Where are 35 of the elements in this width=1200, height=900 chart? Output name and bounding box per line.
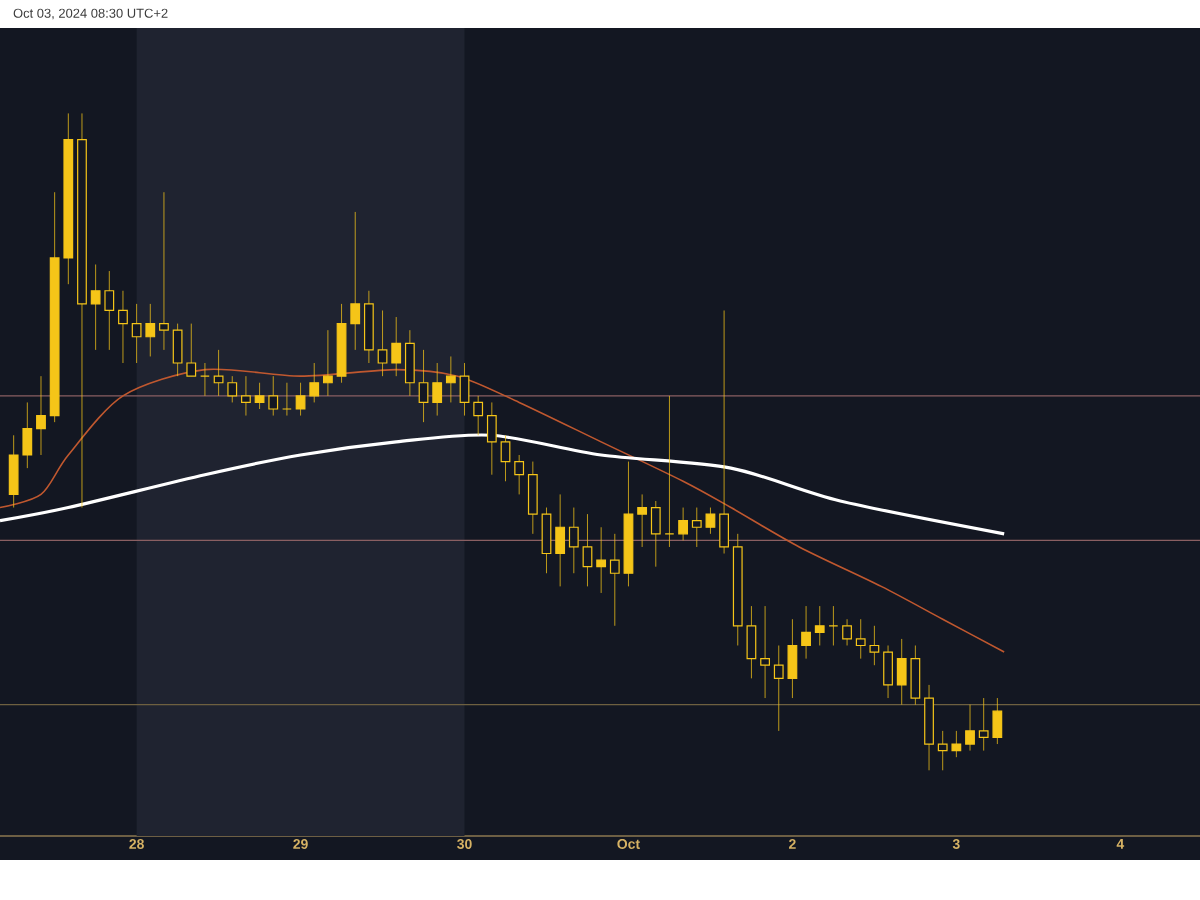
candlestick	[118, 290, 128, 364]
candlestick	[432, 362, 443, 417]
candlestick	[418, 349, 429, 423]
candlestick	[719, 309, 729, 555]
candlestick	[678, 507, 689, 541]
candlestick	[568, 507, 579, 574]
candlestick	[842, 618, 852, 646]
candlestick	[473, 395, 484, 436]
candlestick	[924, 684, 934, 771]
candlestick	[322, 329, 333, 397]
candlestick	[555, 493, 566, 587]
candlestick	[801, 605, 811, 660]
candlestick	[609, 533, 620, 627]
candlestick	[637, 493, 648, 548]
candlestick	[760, 605, 770, 699]
candlestick	[377, 309, 388, 377]
candlestick	[500, 434, 511, 482]
candlestick	[486, 401, 497, 476]
candlestick	[459, 362, 470, 417]
candlestick	[596, 526, 607, 594]
candlestick	[514, 454, 525, 495]
candlestick	[159, 191, 169, 351]
candlestick	[650, 500, 661, 568]
candlestick	[241, 375, 251, 417]
candlestick	[582, 513, 593, 587]
candlestick	[814, 605, 825, 646]
candlestick	[965, 704, 975, 752]
candlestick	[36, 375, 46, 456]
candlestick	[445, 355, 456, 403]
candlestick	[363, 290, 374, 364]
candlestick	[527, 461, 538, 535]
candlestick	[883, 644, 893, 699]
candlestick	[391, 316, 402, 377]
candlestick	[541, 507, 552, 574]
candlestick	[404, 329, 415, 397]
